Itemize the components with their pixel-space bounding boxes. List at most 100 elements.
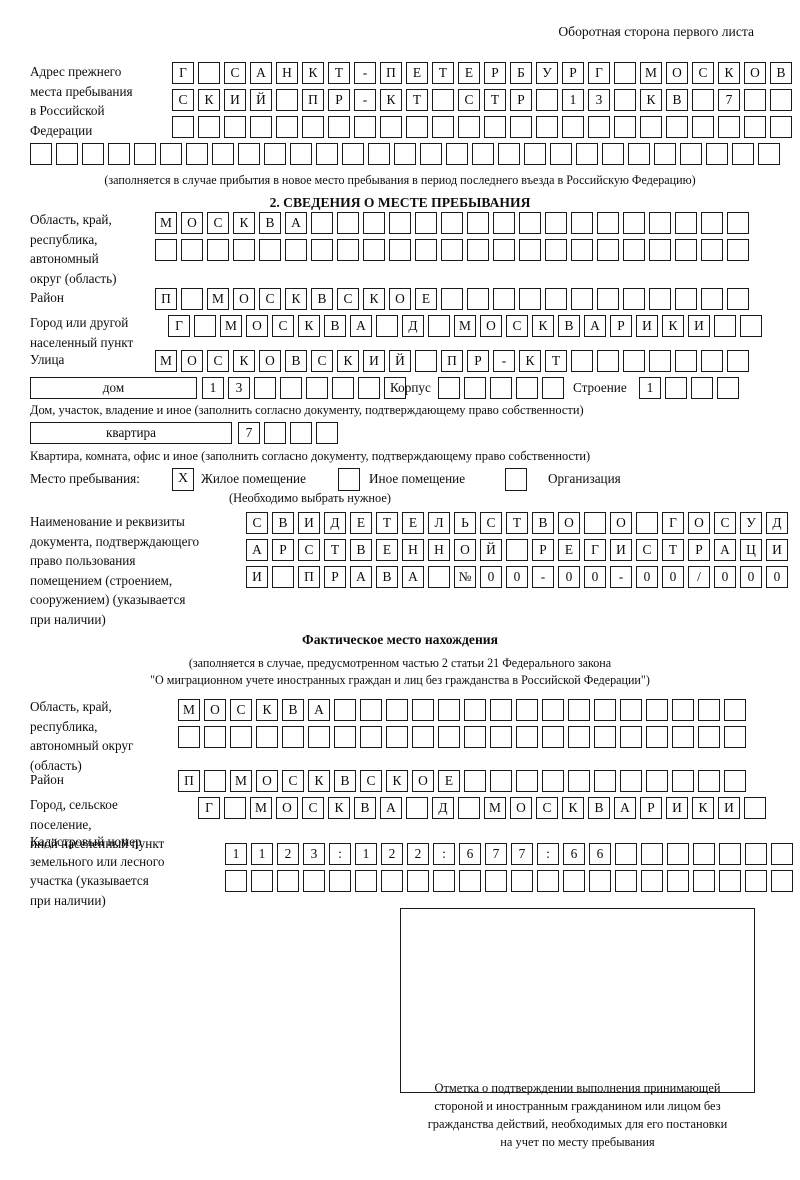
previous-address-cell-11[interactable]: Т — [432, 62, 454, 84]
section2-street-cell-3[interactable]: С — [207, 350, 229, 372]
document-details-cell-7[interactable]: Е — [402, 512, 424, 534]
previous-address-cell-14[interactable]: Р — [510, 89, 532, 111]
section2-district-cell-6[interactable]: К — [285, 288, 307, 310]
previous-address-cell-24[interactable]: В — [770, 62, 792, 84]
section2-street-cell-20[interactable] — [649, 350, 671, 372]
previous-address-cell-13[interactable] — [484, 116, 506, 138]
section2-street-cell-8[interactable]: К — [337, 350, 359, 372]
previous-address-cell-17[interactable]: Г — [588, 62, 610, 84]
section2-district-cell-18[interactable] — [597, 288, 619, 310]
actual-district-cell-12[interactable] — [464, 770, 486, 792]
section2-region-cell-3[interactable] — [207, 239, 229, 261]
section2-street-cell-2[interactable]: О — [181, 350, 203, 372]
document-details-cell-7[interactable]: Н — [402, 539, 424, 561]
actual-district-cell-1[interactable]: П — [178, 770, 200, 792]
previous-address-cell-19[interactable] — [498, 143, 520, 165]
actual-region-cell-18[interactable] — [620, 726, 642, 748]
section2-district-cell-12[interactable] — [441, 288, 463, 310]
actual-region-cell-13[interactable] — [490, 699, 512, 721]
actual-region-cell-7[interactable] — [334, 699, 356, 721]
section2-region-cell-2[interactable]: О — [181, 212, 203, 234]
actual-region-cell-5[interactable] — [282, 726, 304, 748]
section2-district-cell-8[interactable]: С — [337, 288, 359, 310]
section2-city-cell-2[interactable] — [194, 315, 216, 337]
stroenie-cells[interactable]: 1 — [639, 377, 739, 399]
cadastral-cell-18[interactable] — [667, 843, 689, 865]
section2-region-cell-1[interactable]: М — [155, 212, 177, 234]
korpus-cells[interactable] — [438, 377, 564, 399]
document-details-cell-16[interactable]: С — [636, 539, 658, 561]
previous-address-cell-16[interactable]: Р — [562, 62, 584, 84]
cadastral-cell-19[interactable] — [693, 870, 715, 892]
previous-address-cell-19[interactable] — [640, 116, 662, 138]
cadastral-cell-21[interactable] — [745, 843, 767, 865]
document-details-cell-7[interactable]: А — [402, 566, 424, 588]
previous-address-cell-9[interactable] — [380, 116, 402, 138]
section2-region-cell-9[interactable] — [363, 212, 385, 234]
document-details-cell-10[interactable]: 0 — [480, 566, 502, 588]
cadastral-cell-21[interactable] — [745, 870, 767, 892]
previous-address-cell-8[interactable]: - — [354, 89, 376, 111]
document-details-cell-6[interactable]: Т — [376, 512, 398, 534]
actual-region-cell-12[interactable] — [464, 699, 486, 721]
section2-region-cell-11[interactable] — [415, 239, 437, 261]
actual-district-cell-8[interactable]: С — [360, 770, 382, 792]
document-details-cell-5[interactable]: В — [350, 539, 372, 561]
document-details-cell-11[interactable]: 0 — [506, 566, 528, 588]
previous-address-row-4[interactable] — [30, 143, 780, 165]
previous-address-cell-20[interactable] — [666, 116, 688, 138]
section2-region-cell-21[interactable] — [675, 239, 697, 261]
previous-address-cell-4[interactable]: Й — [250, 89, 272, 111]
actual-city-cell-1[interactable]: Г — [198, 797, 220, 819]
previous-address-cell-20[interactable] — [524, 143, 546, 165]
actual-district-cell-21[interactable] — [698, 770, 720, 792]
section2-district-cell-1[interactable]: П — [155, 288, 177, 310]
previous-address-cell-20[interactable]: О — [666, 62, 688, 84]
section2-region-cell-23[interactable] — [727, 212, 749, 234]
actual-region-cell-14[interactable] — [516, 699, 538, 721]
cadastral-cell-13[interactable]: : — [537, 843, 559, 865]
previous-address-cell-3[interactable] — [224, 116, 246, 138]
section2-region-cell-18[interactable] — [597, 212, 619, 234]
document-details-cell-13[interactable]: О — [558, 512, 580, 534]
checkbox-organization[interactable] — [505, 468, 527, 491]
previous-address-cell-17[interactable]: 3 — [588, 89, 610, 111]
actual-city-cell-10[interactable]: Д — [432, 797, 454, 819]
previous-address-cell-6[interactable]: П — [302, 89, 324, 111]
document-details-cell-21[interactable]: 0 — [766, 566, 788, 588]
section2-region-cell-21[interactable] — [675, 212, 697, 234]
previous-address-cell-9[interactable]: П — [380, 62, 402, 84]
document-details-cell-21[interactable]: Д — [766, 512, 788, 534]
cadastral-cell-2[interactable]: 1 — [251, 843, 273, 865]
previous-address-cell-10[interactable] — [406, 116, 428, 138]
document-details-cell-16[interactable] — [636, 512, 658, 534]
previous-address-cell-6[interactable] — [302, 116, 324, 138]
section2-district-cell-14[interactable] — [493, 288, 515, 310]
section2-district-cell-15[interactable] — [519, 288, 541, 310]
document-details-cell-9[interactable]: Ь — [454, 512, 476, 534]
actual-district-cell-10[interactable]: О — [412, 770, 434, 792]
cadastral-cell-19[interactable] — [693, 843, 715, 865]
previous-address-cell-4[interactable] — [250, 116, 272, 138]
section2-region-cell-14[interactable] — [493, 239, 515, 261]
document-details-cell-15[interactable]: - — [610, 566, 632, 588]
document-details-cell-2[interactable]: Р — [272, 539, 294, 561]
section2-street-cell-6[interactable]: В — [285, 350, 307, 372]
actual-region-cell-22[interactable] — [724, 699, 746, 721]
actual-district-cell-3[interactable]: М — [230, 770, 252, 792]
section2-region-cell-19[interactable] — [623, 212, 645, 234]
section2-district-cell-2[interactable] — [181, 288, 203, 310]
previous-address-cell-10[interactable]: Е — [406, 62, 428, 84]
actual-region-cell-10[interactable] — [412, 699, 434, 721]
previous-address-cell-23[interactable] — [744, 116, 766, 138]
actual-region-cell-21[interactable] — [698, 699, 720, 721]
korpus-cell-2[interactable] — [464, 377, 486, 399]
section2-region-cell-4[interactable] — [233, 239, 255, 261]
actual-region-cell-2[interactable] — [204, 726, 226, 748]
cadastral-cell-3[interactable]: 2 — [277, 843, 299, 865]
previous-address-cell-12[interactable] — [316, 143, 338, 165]
document-details-cell-8[interactable]: Л — [428, 512, 450, 534]
previous-address-cell-24[interactable] — [628, 143, 650, 165]
